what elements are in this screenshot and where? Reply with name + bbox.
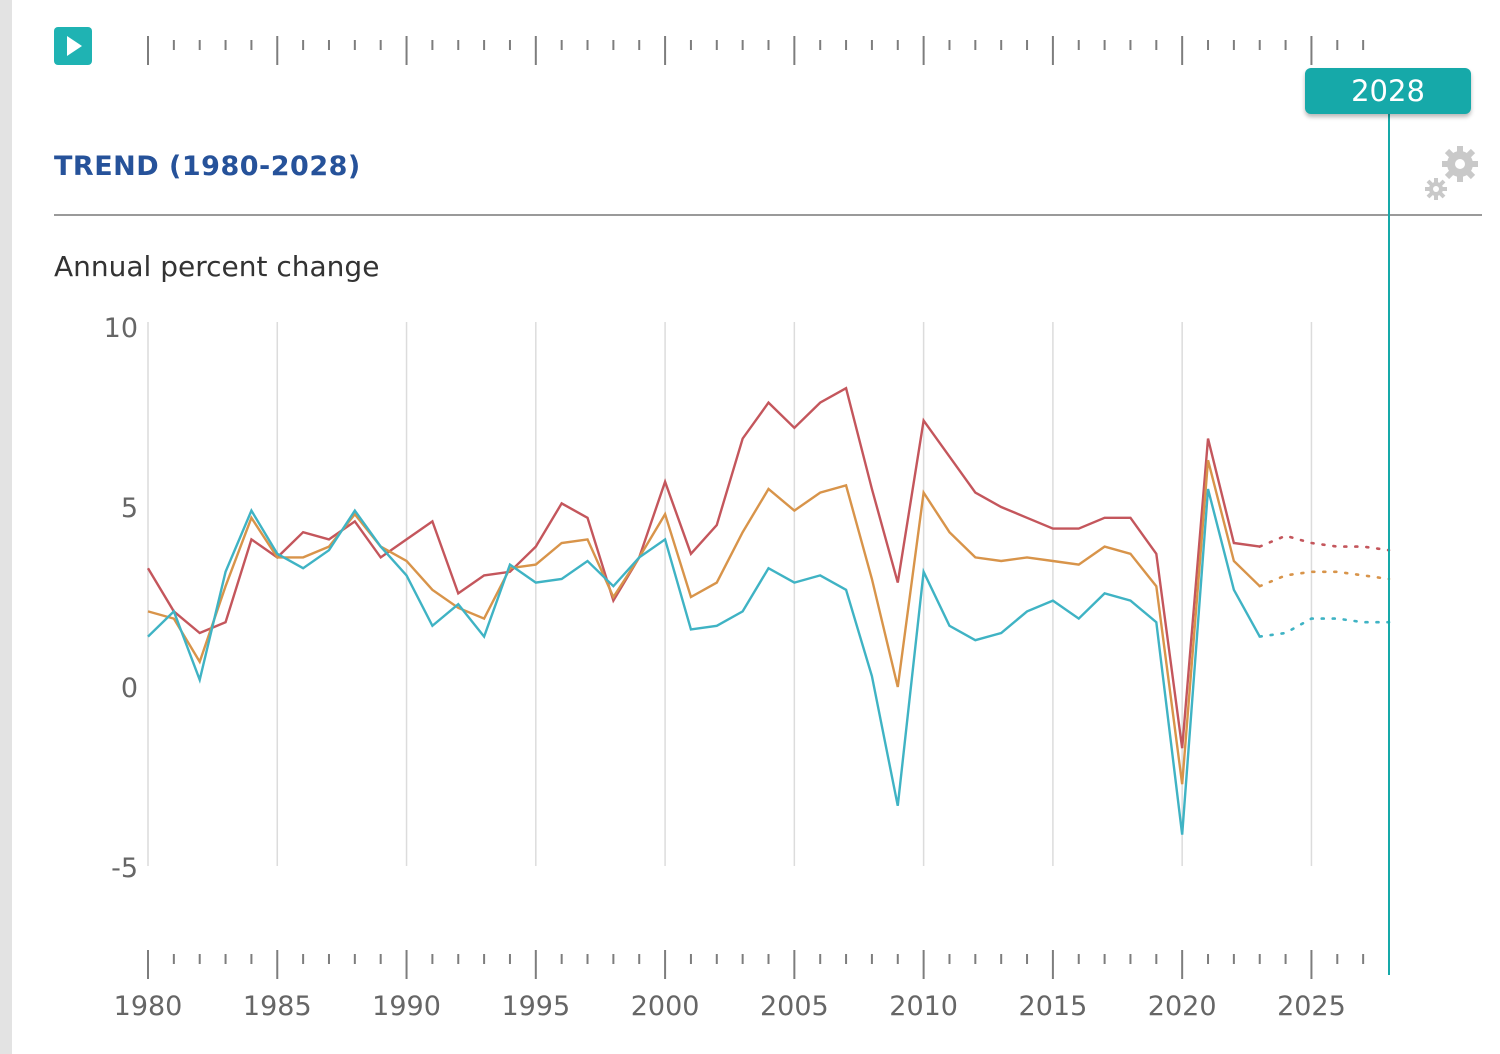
x-tick-label: 1985 <box>243 991 312 1022</box>
x-tick-label: 1990 <box>372 991 441 1022</box>
title-divider <box>54 214 1482 216</box>
x-tick-label: 1980 <box>114 991 183 1022</box>
y-tick-label: 5 <box>121 493 138 524</box>
play-icon <box>67 36 82 56</box>
x-tick-label: 2020 <box>1148 991 1217 1022</box>
x-tick-label: 2015 <box>1019 991 1088 1022</box>
series-line-2 <box>147 459 1261 785</box>
left-panel-edge <box>0 0 12 1054</box>
play-button[interactable] <box>54 27 92 65</box>
gear-icon[interactable] <box>1420 140 1482 206</box>
selected-year-badge[interactable]: 2028 <box>1305 68 1471 114</box>
y-tick-label: -5 <box>111 853 138 884</box>
timeline-slider-bottom[interactable] <box>147 950 1365 979</box>
x-tick-label: 2025 <box>1277 991 1346 1022</box>
series-forecast-3 <box>1258 617 1391 638</box>
series-forecast-1 <box>1258 534 1391 552</box>
chart-subtitle: Annual percent change <box>54 250 380 283</box>
series-layer <box>146 386 1391 835</box>
x-tick-label: 2010 <box>889 991 958 1022</box>
x-tick-label: 1995 <box>501 991 570 1022</box>
series-forecast-2 <box>1258 570 1391 588</box>
y-tick-label: 0 <box>121 673 138 704</box>
series-line-3 <box>147 488 1261 835</box>
y-tick-label: 10 <box>104 313 138 344</box>
x-tick-label: 2000 <box>631 991 700 1022</box>
timeline-slider-top[interactable] <box>147 36 1365 65</box>
series-line-1 <box>146 386 1260 749</box>
grid-layer: 1980 1985 1990 1995 2000 2005 2010 2015 2020 2025… <box>104 313 1346 1022</box>
x-tick-label: 2005 <box>760 991 829 1022</box>
panel-title: TREND (1980-2028) <box>54 151 361 182</box>
